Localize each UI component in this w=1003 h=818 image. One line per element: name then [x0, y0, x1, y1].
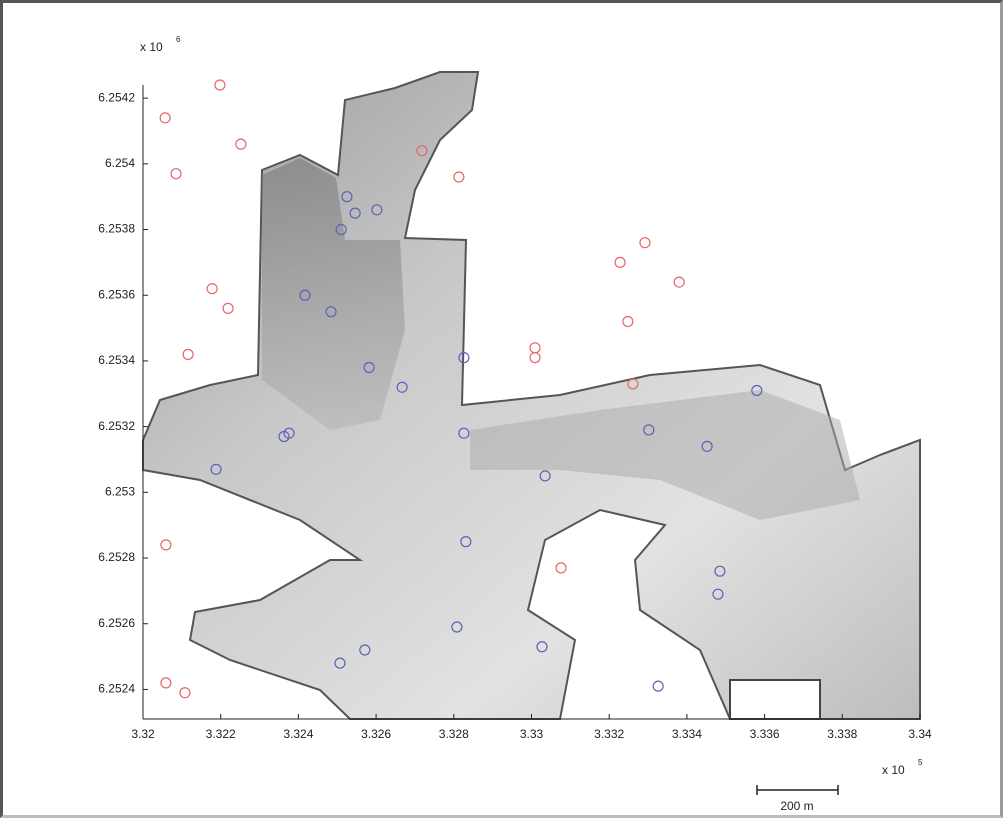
y-tick-label: 6.2534	[98, 353, 135, 367]
map-background	[143, 72, 920, 719]
x-tick-label: 3.326	[361, 727, 391, 741]
x-multiplier-base: x 10	[882, 763, 905, 777]
scale-bar: 200 m	[757, 785, 838, 813]
y-tick-label: 6.2532	[98, 419, 135, 433]
scatter-point	[556, 563, 566, 573]
scatter-point	[183, 349, 193, 359]
x-tick-label: 3.332	[594, 727, 624, 741]
y-tick-label: 6.254	[105, 156, 135, 170]
x-tick-label: 3.322	[206, 727, 236, 741]
scatter-point	[530, 353, 540, 363]
y-tick-label: 6.2538	[98, 222, 135, 236]
chart: x 10 6 x 10 5 200 m 3.32 3.322 3.324 3.326 3…	[0, 0, 1003, 818]
x-tick-label: 3.328	[439, 727, 469, 741]
y-tick-label: 6.2536	[98, 287, 135, 301]
scatter-point	[215, 80, 225, 90]
x-multiplier-exponent: 5	[918, 758, 923, 767]
y-multiplier-exponent: 6	[176, 35, 181, 44]
scatter-point	[160, 113, 170, 123]
x-tick-label: 3.338	[827, 727, 857, 741]
scatter-point	[653, 681, 663, 691]
scatter-point	[530, 343, 540, 353]
scale-bar-label: 200 m	[780, 799, 813, 813]
y-tick-label: 6.2524	[98, 682, 135, 696]
scatter-point	[161, 678, 171, 688]
y-tick-label: 6.2526	[98, 616, 135, 630]
scatter-point	[623, 317, 633, 327]
y-tick-label: 6.2542	[98, 90, 135, 104]
x-tick-label: 3.324	[283, 727, 313, 741]
scatter-point	[674, 277, 684, 287]
x-tick-label: 3.33	[520, 727, 544, 741]
x-tick-label: 3.334	[672, 727, 702, 741]
x-tick-label: 3.32	[131, 727, 155, 741]
scatter-point	[236, 139, 246, 149]
scatter-point	[161, 540, 171, 550]
y-multiplier-base: x 10	[140, 40, 163, 54]
scatter-point	[615, 257, 625, 267]
x-tick-label: 3.34	[908, 727, 932, 741]
page: {"chart_data": { "type": "scatter", "x_m…	[0, 0, 1003, 818]
scatter-point	[207, 284, 217, 294]
y-tick-label: 6.2528	[98, 550, 135, 564]
map-pier	[730, 680, 820, 719]
scatter-point	[223, 303, 233, 313]
scatter-point	[640, 238, 650, 248]
scatter-point	[454, 172, 464, 182]
x-tick-label: 3.336	[750, 727, 780, 741]
y-tick-label: 6.253	[105, 485, 135, 499]
scatter-point	[180, 688, 190, 698]
scatter-point	[171, 169, 181, 179]
map-water	[143, 72, 920, 719]
